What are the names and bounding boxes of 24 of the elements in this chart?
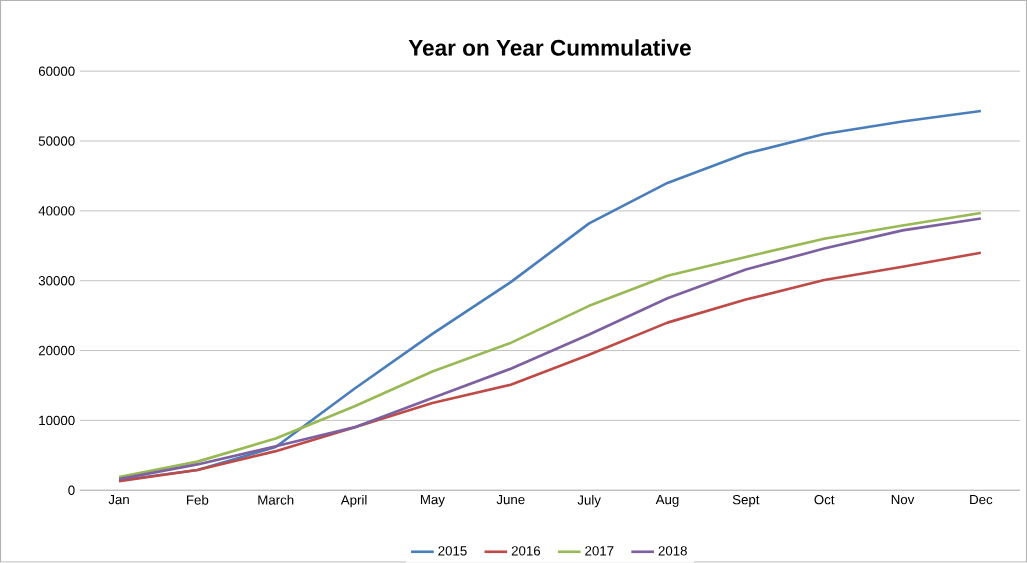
y-tick-label: 60000 [38,66,75,76]
y-tick-label: 40000 [38,206,75,216]
x-tick-label: May [420,495,445,507]
x-tick-label: Feb [187,495,209,505]
legend-label: 2015 [438,546,467,556]
y-tick-label: 0 [68,485,75,496]
x-tick-label: July [577,495,601,508]
x-tick-label: Dec [970,495,993,505]
y-tick-label: 20000 [38,346,75,356]
x-tick-label: Oct [814,495,835,505]
legend-label: 2017 [585,546,614,556]
x-tick-label: Sept [732,495,760,508]
x-tick-label: Aug [655,495,679,507]
x-tick-label: Jan [108,495,129,505]
y-tick-label: 50000 [38,136,75,146]
legend-label: 2018 [658,546,687,556]
x-tick-label: June [496,495,525,505]
x-tick-label: April [340,495,367,508]
x-tick-label: Nov [891,495,915,505]
y-tick-label: 30000 [38,276,75,286]
legend-label: 2016 [511,546,541,556]
chart-title: Year on Year Cummulative [408,39,691,56]
x-tick-label: March [258,495,294,505]
y-tick-label: 10000 [39,415,75,426]
